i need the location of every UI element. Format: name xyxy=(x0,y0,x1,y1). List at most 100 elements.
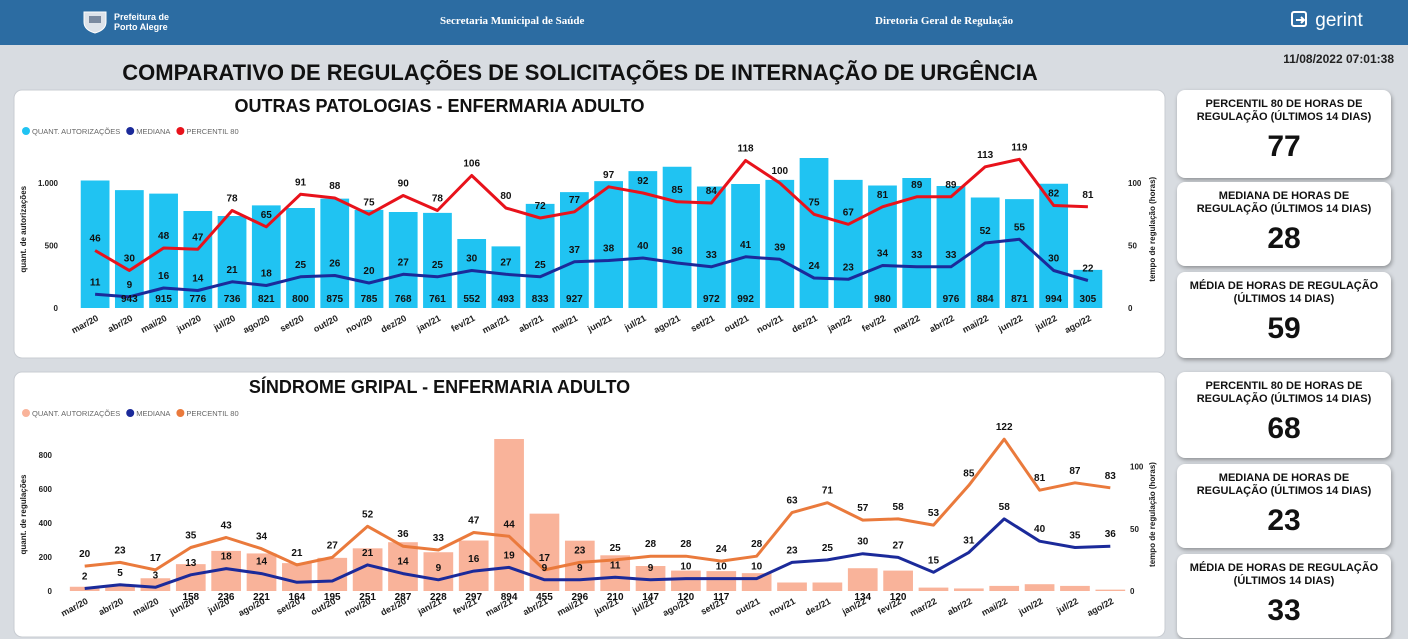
data-label: 20 xyxy=(363,266,375,277)
data-label: 88 xyxy=(329,181,341,192)
line xyxy=(94,157,1088,272)
y2-tick-label: 50 xyxy=(1128,242,1137,251)
data-label: 16 xyxy=(158,271,170,282)
data-label: 117 xyxy=(713,592,730,603)
data-label: 833 xyxy=(532,294,549,305)
data-label: 17 xyxy=(539,553,551,564)
data-label: 21 xyxy=(291,548,303,559)
kpi-value: 28 xyxy=(1267,222,1301,255)
bar xyxy=(696,186,726,308)
data-label: 24 xyxy=(808,261,820,272)
data-label: 296 xyxy=(571,592,588,603)
kpi-label: MEDIANA DE HORAS DE REGULAÇÃO (ÚLTIMOS 1… xyxy=(1196,472,1372,497)
data-label: 23 xyxy=(574,545,586,556)
brand: gerint xyxy=(1290,10,1363,32)
data-label: 37 xyxy=(569,245,581,256)
data-label: 36 xyxy=(397,529,409,540)
data-label: 976 xyxy=(943,294,960,305)
data-label: 9 xyxy=(436,563,442,574)
y-axis-label: quant. de autorizações xyxy=(19,185,28,272)
bar xyxy=(847,568,878,591)
line xyxy=(84,437,1111,572)
data-label: 493 xyxy=(498,294,515,305)
data-label: 41 xyxy=(740,240,752,251)
bar xyxy=(953,588,984,591)
data-label: 785 xyxy=(361,294,378,305)
data-label: 14 xyxy=(397,557,409,568)
legend-label: QUANT. AUTORIZAÇÕES xyxy=(32,409,120,418)
data-label: 15 xyxy=(928,555,940,566)
data-label: 821 xyxy=(258,294,275,305)
y-tick-label: 1.000 xyxy=(38,179,59,188)
data-label: 84 xyxy=(706,186,718,197)
data-label: 28 xyxy=(680,539,692,550)
data-label: 28 xyxy=(645,539,657,550)
data-label: 21 xyxy=(226,265,238,276)
bar xyxy=(662,166,692,308)
data-label: 23 xyxy=(786,545,798,556)
data-label: 82 xyxy=(1048,189,1060,200)
data-label: 36 xyxy=(1105,529,1117,540)
legend-swatch xyxy=(176,127,185,135)
kpi-label: MEDIANA DE HORAS DE REGULAÇÃO (ÚLTIMOS 1… xyxy=(1196,190,1372,215)
chart-title: SÍNDROME GRIPAL - ENFERMARIA ADULTO xyxy=(249,376,630,397)
data-label: 119 xyxy=(1011,142,1028,153)
data-label: 85 xyxy=(672,185,684,196)
data-label: 884 xyxy=(977,294,994,305)
data-label: 89 xyxy=(945,180,957,191)
legend-swatch xyxy=(22,409,30,417)
header-text: Diretoria Geral de Regulação xyxy=(875,15,1014,27)
data-label: 120 xyxy=(890,592,907,603)
y-tick-label: 200 xyxy=(39,553,53,562)
bar xyxy=(494,439,524,591)
data-label: 768 xyxy=(395,294,412,305)
data-label: 800 xyxy=(292,294,309,305)
data-label: 53 xyxy=(928,508,940,519)
data-label: 134 xyxy=(854,592,871,603)
data-label: 19 xyxy=(504,550,516,561)
data-label: 297 xyxy=(465,592,482,603)
data-label: 10 xyxy=(716,562,728,573)
data-label: 91 xyxy=(295,177,307,188)
data-label: 164 xyxy=(289,592,306,603)
data-label: 58 xyxy=(893,502,905,513)
data-label: 30 xyxy=(1048,254,1060,265)
kpi-label: PERCENTIL 80 DE HORAS DE REGULAÇÃO (ÚLTI… xyxy=(1196,380,1372,405)
y2-axis-label: tempo de regulação (horas) xyxy=(1148,462,1157,567)
kpi-value: 77 xyxy=(1267,130,1301,163)
legend-swatch xyxy=(126,409,135,417)
data-label: 27 xyxy=(893,540,905,551)
data-label: 27 xyxy=(398,257,410,268)
bar xyxy=(671,570,701,591)
data-label: 44 xyxy=(504,519,516,530)
data-label: 47 xyxy=(468,516,480,527)
data-label: 18 xyxy=(261,269,273,280)
data-label: 75 xyxy=(808,197,820,208)
data-label: 33 xyxy=(945,250,957,261)
data-label: 236 xyxy=(218,592,235,603)
data-label: 927 xyxy=(566,294,583,305)
data-label: 871 xyxy=(1011,294,1028,305)
bar xyxy=(833,179,863,308)
data-label: 994 xyxy=(1045,294,1062,305)
legend-label: QUANT. AUTORIZAÇÕES xyxy=(32,127,120,136)
data-label: 30 xyxy=(466,254,478,265)
data-label: 776 xyxy=(189,294,206,305)
data-label: 25 xyxy=(610,543,622,554)
bar xyxy=(80,180,110,308)
y-tick-label: 0 xyxy=(48,587,53,596)
data-label: 27 xyxy=(327,540,339,551)
bar xyxy=(529,513,560,591)
data-label: 10 xyxy=(680,562,692,573)
kpi-value: 33 xyxy=(1267,594,1301,627)
data-label: 2 xyxy=(82,572,88,583)
data-label: 81 xyxy=(1082,190,1094,201)
bar xyxy=(989,585,1020,591)
data-label: 34 xyxy=(256,532,268,543)
bar xyxy=(936,186,966,308)
data-label: 875 xyxy=(326,294,343,305)
data-label: 158 xyxy=(182,592,199,603)
data-label: 894 xyxy=(501,592,518,603)
bar xyxy=(286,208,315,308)
